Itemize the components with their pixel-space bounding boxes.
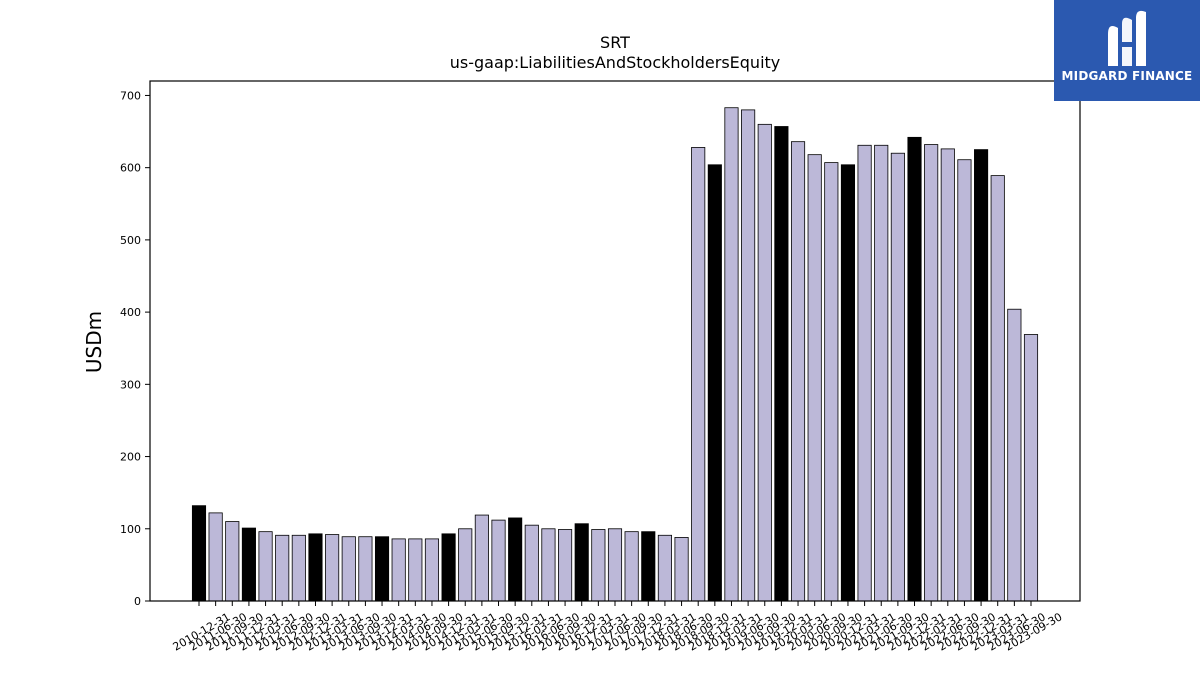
plot-frame — [149, 80, 1081, 602]
y-tick-label: 100 — [120, 523, 141, 536]
bar-2013-09-30 — [358, 536, 373, 602]
bar-2014-06-30 — [408, 538, 423, 602]
bar-2016-06-30 — [541, 528, 556, 602]
y-axis-ticks: 0 100 200 300 400 500 600 700 — [120, 89, 150, 608]
bar-2020-06-30 — [807, 154, 822, 602]
bar-2021-03-31 — [857, 144, 872, 602]
bar-2018-03-31 — [657, 534, 672, 602]
logo-text: MIDGARD FINANCE — [1061, 69, 1193, 83]
bar-2023-09-30 — [1023, 334, 1039, 602]
bars-group — [191, 107, 1039, 602]
bar-2020-03-31 — [790, 141, 806, 602]
bar-2021-12-31 — [907, 136, 922, 602]
midgard-finance-logo: MIDGARD FINANCE — [1054, 0, 1200, 101]
bar-2018-06-30 — [674, 537, 689, 602]
bar-2011-12-31 — [241, 527, 256, 602]
bar-2020-12-31 — [840, 164, 856, 602]
bar-2021-06-30 — [874, 144, 889, 602]
bar-2023-06-30 — [1007, 308, 1022, 602]
bar-2011-09-30 — [225, 521, 240, 602]
midgard-logo-icon — [1108, 10, 1146, 66]
bar-2022-06-30 — [940, 148, 955, 602]
y-tick-label: 200 — [120, 451, 141, 464]
bar-2012-06-30 — [275, 534, 290, 602]
bar-2020-09-30 — [824, 162, 839, 602]
bar-2019-06-30 — [741, 109, 756, 602]
bar-2023-03-31 — [990, 175, 1005, 602]
y-tick-label: 300 — [120, 378, 141, 391]
bar-2017-03-31 — [591, 529, 606, 602]
bar-2014-12-31 — [441, 533, 456, 602]
bar-2017-06-30 — [607, 528, 623, 602]
bar-2015-12-31 — [508, 517, 523, 602]
chart-title: SRT — [600, 33, 630, 52]
bar-2015-03-31 — [458, 528, 473, 602]
bar-2012-09-30 — [291, 534, 306, 602]
x-axis-ticks: 2010-12-312011-06-302011-09-302011-12-31… — [171, 601, 1065, 654]
bar-2016-12-31 — [574, 523, 589, 602]
bar-2010-12-31 — [191, 505, 207, 602]
y-tick-label: 500 — [120, 234, 141, 247]
y-axis-label: USDm — [82, 311, 106, 373]
bar-2017-12-31 — [641, 531, 656, 602]
bar-2019-03-31 — [724, 107, 739, 602]
bar-2011-06-30 — [208, 512, 223, 602]
bar-2022-03-31 — [924, 144, 939, 602]
bar-2013-06-30 — [341, 536, 356, 602]
bar-2012-03-31 — [258, 531, 273, 602]
bar-2013-03-31 — [325, 534, 340, 602]
bar-2012-12-31 — [308, 533, 323, 602]
bar-2019-09-30 — [757, 123, 772, 602]
y-tick-label: 700 — [120, 89, 141, 102]
y-tick-label: 400 — [120, 306, 141, 319]
bar-2019-12-31 — [774, 126, 789, 602]
bar-2022-09-30 — [957, 159, 972, 602]
bar-2017-09-30 — [624, 531, 639, 602]
y-tick-label: 600 — [120, 162, 141, 175]
bar-2013-12-31 — [374, 536, 390, 602]
bar-2014-09-30 — [424, 538, 440, 602]
bar-2022-12-31 — [974, 149, 989, 602]
bar-2016-03-31 — [524, 524, 539, 602]
bar-2018-12-31 — [707, 164, 722, 602]
bar-2015-06-30 — [474, 514, 489, 602]
bar-2016-09-30 — [558, 529, 573, 602]
bar-2015-09-30 — [491, 519, 506, 602]
bar-2018-09-30 — [691, 147, 706, 602]
y-tick-label: 0 — [134, 595, 141, 608]
bar-2014-03-31 — [391, 538, 406, 602]
chart-subtitle: us-gaap:LiabilitiesAndStockholdersEquity — [450, 53, 781, 72]
bar-2021-09-30 — [890, 152, 905, 602]
